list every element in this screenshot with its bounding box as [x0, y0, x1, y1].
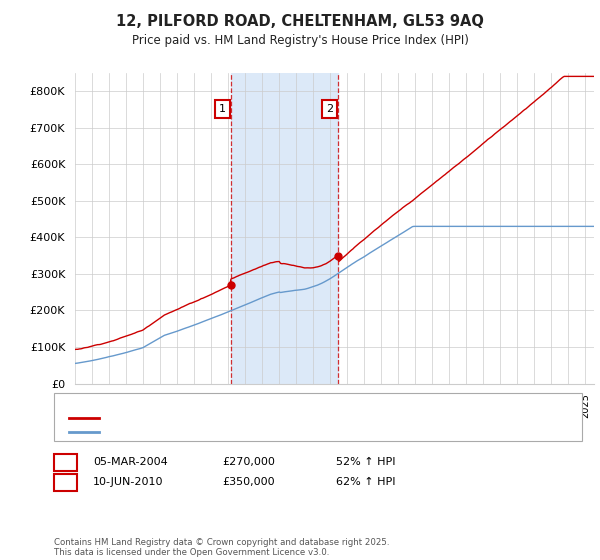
Text: £350,000: £350,000	[222, 477, 275, 487]
Text: 1: 1	[219, 104, 226, 114]
Bar	[231, 73, 338, 384]
Text: Price paid vs. HM Land Registry's House Price Index (HPI): Price paid vs. HM Land Registry's House …	[131, 34, 469, 46]
Text: 12, PILFORD ROAD, CHELTENHAM, GL53 9AQ: 12, PILFORD ROAD, CHELTENHAM, GL53 9AQ	[116, 14, 484, 29]
Text: 52% ↑ HPI: 52% ↑ HPI	[336, 457, 395, 467]
Text: 62% ↑ HPI: 62% ↑ HPI	[336, 477, 395, 487]
Text: 05-MAR-2004: 05-MAR-2004	[93, 457, 168, 467]
Text: 2: 2	[62, 475, 69, 488]
Text: 2: 2	[326, 104, 333, 114]
Text: 1: 1	[62, 455, 69, 469]
Text: 12, PILFORD ROAD, CHELTENHAM, GL53 9AQ (semi-detached house): 12, PILFORD ROAD, CHELTENHAM, GL53 9AQ (…	[105, 413, 447, 423]
Text: HPI: Average price, semi-detached house, Cheltenham: HPI: Average price, semi-detached house,…	[105, 427, 377, 437]
Text: £270,000: £270,000	[222, 457, 275, 467]
Text: Contains HM Land Registry data © Crown copyright and database right 2025.
This d: Contains HM Land Registry data © Crown c…	[54, 538, 389, 557]
Text: 10-JUN-2010: 10-JUN-2010	[93, 477, 163, 487]
